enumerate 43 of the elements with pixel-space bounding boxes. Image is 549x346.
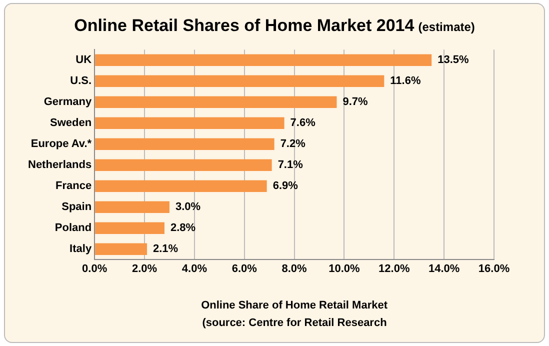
data-label: 7.6%: [290, 117, 316, 130]
x-tick-label: 12.0%: [378, 263, 410, 276]
y-tick-label: Netherlands: [28, 159, 92, 172]
data-label: 3.0%: [175, 201, 201, 214]
y-tick-label: Spain: [62, 201, 92, 214]
x-tick-label: 10.0%: [328, 263, 360, 276]
y-tick-label: Germany: [44, 96, 92, 108]
bar: [95, 96, 337, 108]
x-tick-label: 6.0%: [232, 263, 258, 276]
x-tick-label: 4.0%: [182, 263, 208, 276]
bar: [95, 243, 147, 255]
x-tick-label: 8.0%: [282, 263, 308, 276]
data-label: 13.5%: [438, 54, 469, 66]
data-label: 2.1%: [152, 243, 178, 256]
data-label: 11.6%: [390, 75, 421, 88]
bar: [95, 138, 274, 150]
bar: [95, 222, 164, 234]
bar: [95, 159, 272, 171]
bar: [95, 201, 170, 213]
bar: [95, 75, 384, 87]
text: (source: Centre for Retail Research: [201, 317, 388, 329]
x-tick-label: 0.0%: [82, 263, 108, 276]
bar: [95, 117, 284, 129]
chart-title: Online Retail Shares of Home Market 2014: [74, 16, 414, 35]
data-label: 6.9%: [272, 180, 298, 192]
x-axis-title: Online Share of Home Retail Market: [201, 299, 388, 312]
y-tick-label: Italy: [70, 243, 92, 256]
y-tick-label: Sweden: [50, 117, 92, 130]
data-label: 7.1%: [278, 159, 304, 172]
bar: [95, 180, 267, 192]
y-tick-label: Poland: [54, 222, 92, 234]
data-label: 9.7%: [342, 96, 368, 108]
x-tick-label: 14.0%: [428, 263, 460, 276]
bar: [95, 54, 432, 66]
y-tick-label: U.S.: [70, 75, 92, 88]
x-tick-label: 16.0%: [478, 263, 510, 276]
y-tick-label: UK: [76, 54, 92, 66]
data-label: 2.8%: [170, 222, 196, 234]
y-tick-label: France: [55, 180, 92, 192]
data-label: 7.2%: [280, 138, 306, 150]
chart-subtitle: (estimate): [418, 20, 475, 34]
x-tick-label: 2.0%: [132, 263, 158, 276]
y-tick-label: Europe Av.*: [30, 138, 92, 150]
